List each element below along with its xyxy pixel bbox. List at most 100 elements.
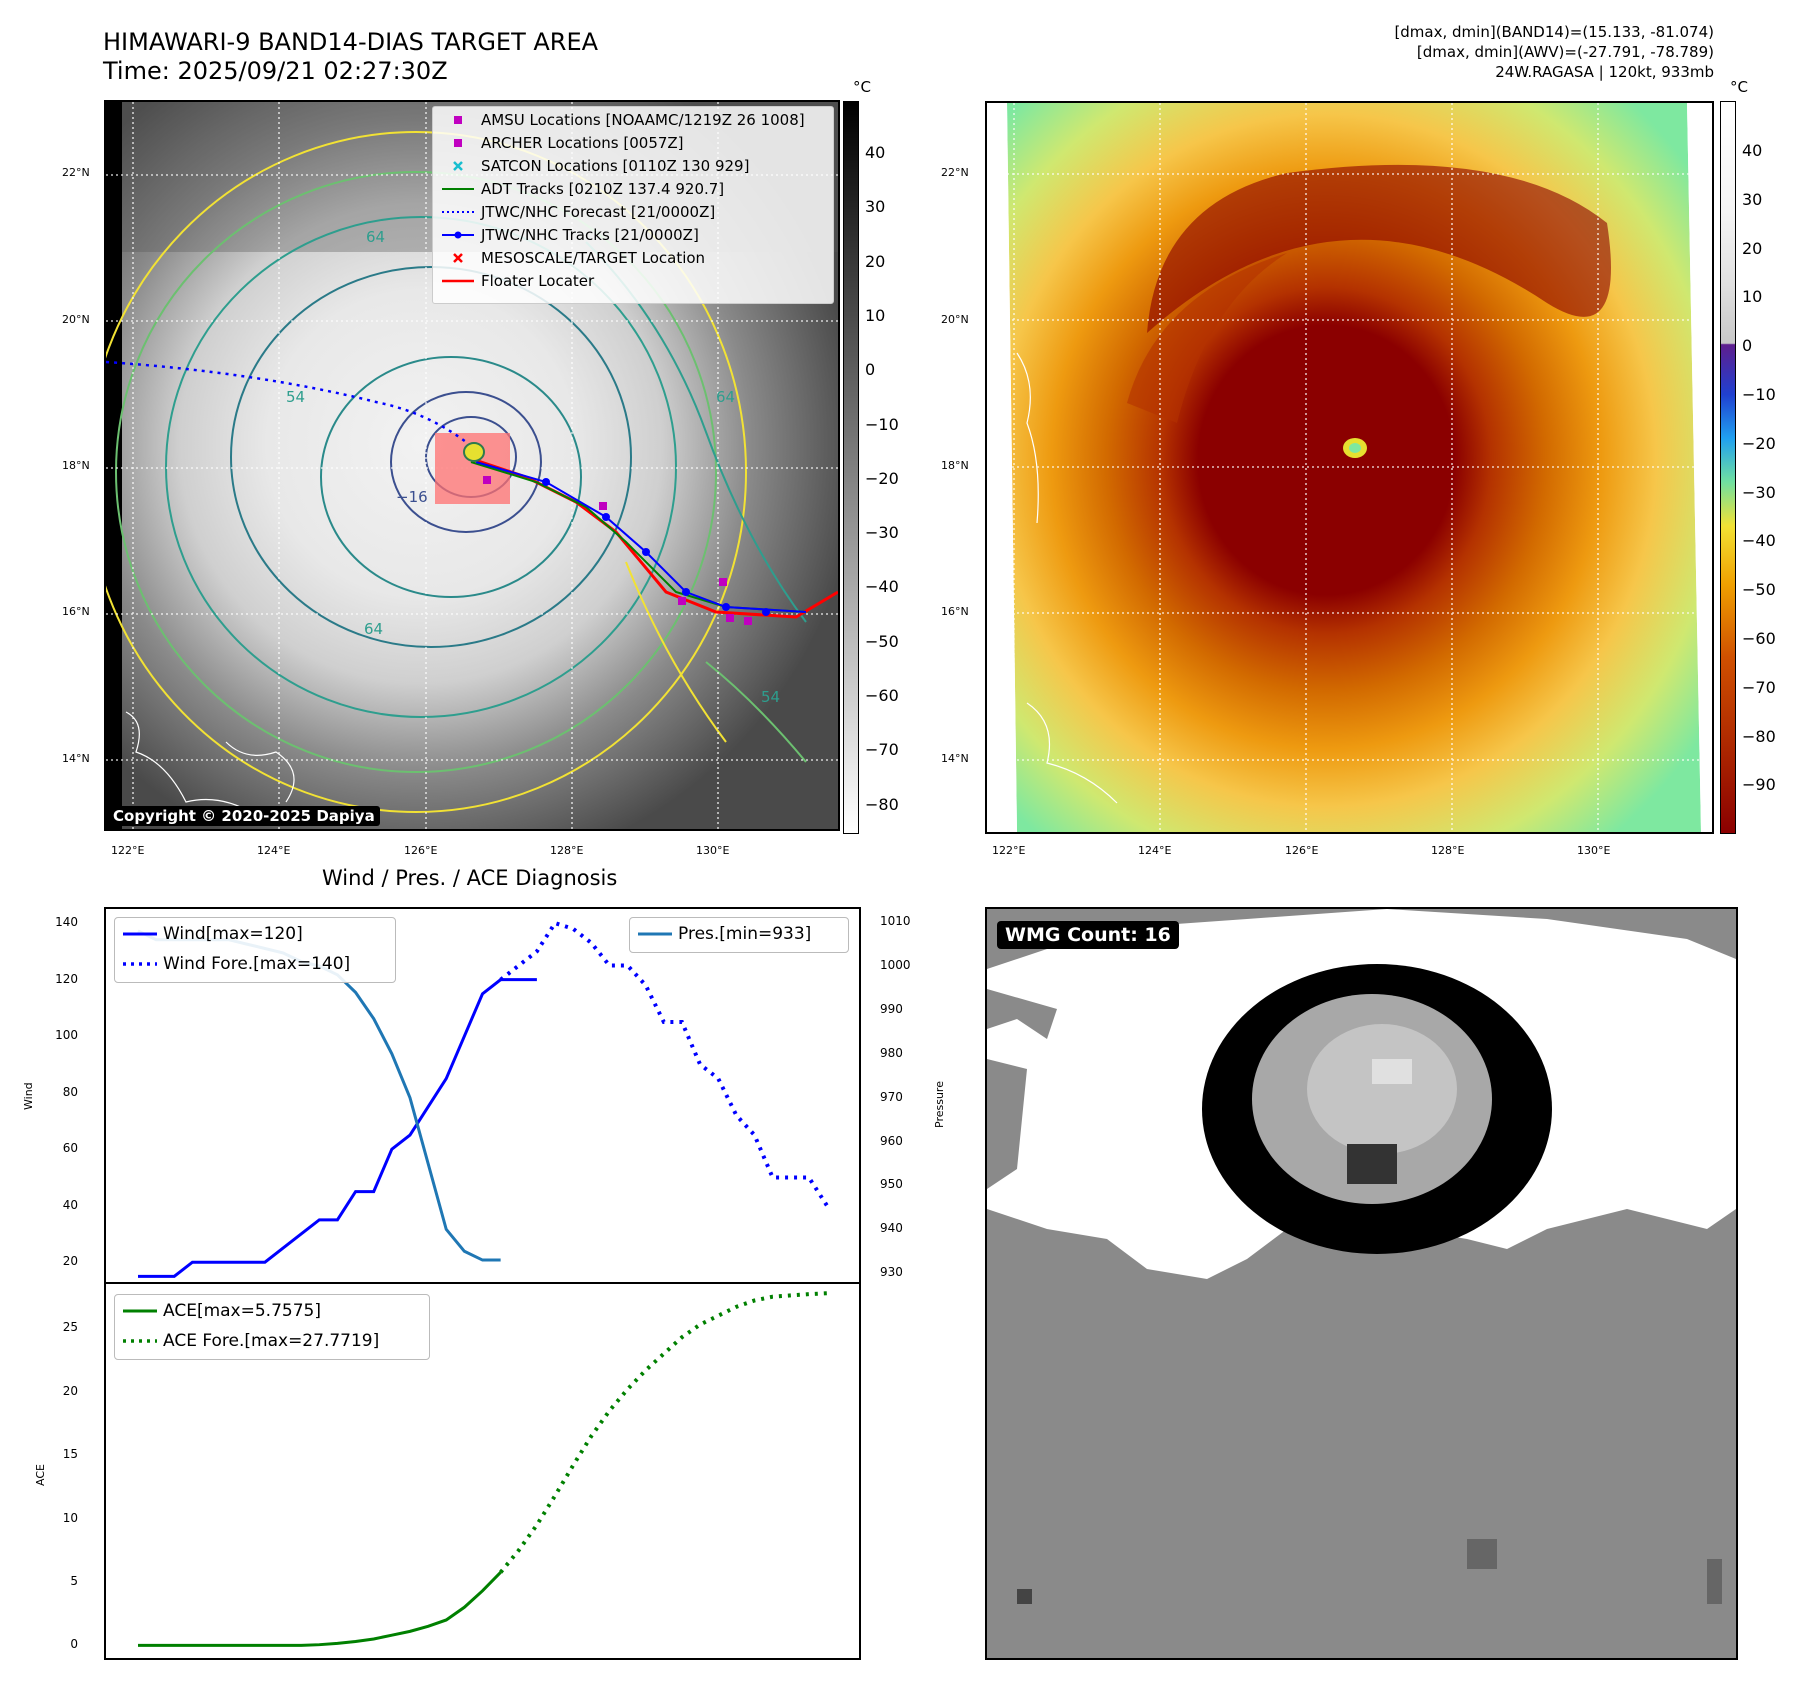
pressure-tick: 980 — [880, 1045, 903, 1060]
series-line-1 — [499, 1291, 828, 1574]
wind-tick: 80 — [62, 1084, 78, 1099]
lat-label: 16°N — [941, 605, 969, 618]
lon-label: 130°E — [1577, 844, 1611, 857]
ace-tick: 5 — [70, 1573, 78, 1588]
legend-archer: ARCHER Locations [0057Z] — [441, 133, 684, 153]
lon-label: 130°E — [696, 844, 730, 857]
wind-legend: Wind[max=120] Wind Fore.[max=140] — [114, 917, 396, 983]
copyright-label: Copyright © 2020-2025 Dapiya — [108, 806, 380, 826]
series-line-0 — [138, 1571, 502, 1647]
colorbar-tick: −10 — [1742, 385, 1776, 404]
colorbar-tick: −50 — [865, 631, 899, 651]
lat-label: 18°N — [62, 459, 90, 472]
legend-pressure: Pres.[min=933] — [638, 924, 812, 944]
diagnosis-title: Wind / Pres. / ACE Diagnosis — [322, 866, 618, 890]
band14-map: 64 54 64 −16 54 64 AMSU Locations [NOAAM… — [104, 100, 840, 831]
ace-axis-title: ACE — [34, 1464, 47, 1486]
lat-label: 18°N — [941, 459, 969, 472]
wmg-count-badge: WMG Count: 16 — [997, 921, 1179, 949]
contour-label: 64 — [364, 620, 383, 638]
wmg-svg — [987, 909, 1736, 1658]
legend-amsu: AMSU Locations [NOAAMC/1219Z 26 1008] — [441, 110, 805, 130]
lat-label: 14°N — [941, 752, 969, 765]
lon-label: 126°E — [1285, 844, 1319, 857]
contour-label: 64 — [716, 388, 735, 406]
colorbar-tick: −70 — [1742, 677, 1776, 697]
lon-label: 126°E — [404, 844, 438, 857]
legend-wind: Wind[max=120] — [123, 924, 303, 944]
pressure-tick: 970 — [880, 1089, 903, 1104]
lat-label: 16°N — [62, 605, 90, 618]
legend-satcon: SATCON Locations [0110Z 130 929] — [441, 156, 749, 176]
colorbar-tick: −50 — [1742, 580, 1776, 600]
wind-axis-title: Wind — [22, 1082, 35, 1110]
legend-ace: ACE[max=5.7575] — [123, 1301, 321, 1321]
legend-wind-forecast: Wind Fore.[max=140] — [123, 954, 351, 974]
figure-time: Time: 2025/09/21 02:27:30Z — [103, 57, 448, 85]
band14-colorbar — [843, 101, 859, 834]
pressure-tick: 930 — [880, 1265, 903, 1280]
pressure-axis-title: Pressure — [933, 1081, 946, 1128]
colorbar-tick: −40 — [865, 577, 899, 597]
awv-map — [985, 101, 1714, 834]
legend-ace-forecast: ACE Fore.[max=27.7719] — [123, 1331, 380, 1351]
ace-tick: 25 — [62, 1320, 78, 1335]
colorbar-tick: −80 — [1742, 726, 1776, 746]
lat-label: 14°N — [62, 752, 90, 765]
colorbar-tick: −60 — [865, 686, 899, 705]
colorbar-tick: −60 — [1742, 629, 1776, 648]
pressure-tick: 990 — [880, 1001, 903, 1016]
contour-label: 54 — [761, 688, 780, 706]
band14-range: [dmax, dmin](BAND14)=(15.133, -81.074) — [1394, 23, 1714, 41]
colorbar-tick: −30 — [865, 523, 899, 543]
colorbar-tick: −90 — [1742, 775, 1776, 795]
legend-tracks: JTWC/NHC Tracks [21/0000Z] — [441, 225, 699, 245]
colorbar-unit: °C — [853, 78, 871, 96]
lon-label: 122°E — [992, 844, 1026, 857]
colorbar-tick: 10 — [1742, 287, 1763, 307]
wind-tick: 40 — [62, 1197, 78, 1212]
colorbar-tick: 20 — [1742, 238, 1763, 258]
colorbar-tick: 40 — [865, 143, 886, 162]
wind-tick: 60 — [62, 1141, 78, 1156]
colorbar-tick: −10 — [865, 414, 899, 434]
storm-info: 24W.RAGASA | 120kt, 933mb — [1495, 63, 1714, 81]
pressure-tick: 960 — [880, 1133, 903, 1148]
lon-label: 124°E — [1138, 844, 1172, 857]
legend-forecast: JTWC/NHC Forecast [21/0000Z] — [442, 203, 716, 221]
colorbar-tick: −80 — [865, 794, 899, 814]
colorbar-tick: 30 — [1742, 189, 1763, 209]
colorbar-tick: −20 — [865, 468, 899, 488]
lon-label: 128°E — [550, 844, 584, 857]
ace-plot: ACE[max=5.7575] ACE Fore.[max=27.7719] — [104, 1282, 861, 1660]
ace-tick: 10 — [62, 1510, 78, 1525]
ace-tick: 0 — [70, 1637, 78, 1652]
awv-colorbar — [1720, 101, 1736, 834]
ace-tick: 15 — [62, 1447, 78, 1462]
lon-label: 128°E — [1431, 844, 1465, 857]
contour-label: 54 — [286, 388, 305, 406]
lat-label: 22°N — [62, 166, 90, 179]
ace-legend: ACE[max=5.7575] ACE Fore.[max=27.7719] — [114, 1294, 430, 1360]
pressure-tick: 1010 — [880, 914, 911, 929]
legend-target: MESOSCALE/TARGET Location — [441, 248, 705, 268]
lon-label: 124°E — [257, 844, 291, 857]
legend-adt: ADT Tracks [0210Z 137.4 920.7] — [442, 180, 725, 198]
legend-floater: Floater Locater — [442, 272, 595, 290]
contour-label: −16 — [396, 488, 428, 506]
wind-tick: 20 — [62, 1254, 78, 1269]
colorbar-tick: 30 — [865, 197, 886, 217]
series-line-0 — [138, 978, 537, 1278]
series-line-1 — [499, 920, 829, 1207]
wind-pres-plot: Wind[max=120] Wind Fore.[max=140] Pres.[… — [104, 907, 861, 1284]
colorbar-tick: 0 — [1742, 336, 1753, 356]
awv-range: [dmax, dmin](AWV)=(-27.791, -78.789) — [1416, 43, 1714, 61]
wind-tick: 100 — [55, 1028, 78, 1043]
colorbar-tick: −20 — [1742, 433, 1776, 453]
colorbar-tick: 10 — [865, 305, 886, 325]
pressure-tick: 950 — [880, 1177, 903, 1192]
figure-title: HIMAWARI-9 BAND14-DIAS TARGET AREA — [103, 28, 599, 56]
colorbar-unit: °C — [1730, 78, 1748, 96]
wind-tick: 120 — [55, 971, 78, 986]
ace-tick: 20 — [62, 1383, 78, 1398]
